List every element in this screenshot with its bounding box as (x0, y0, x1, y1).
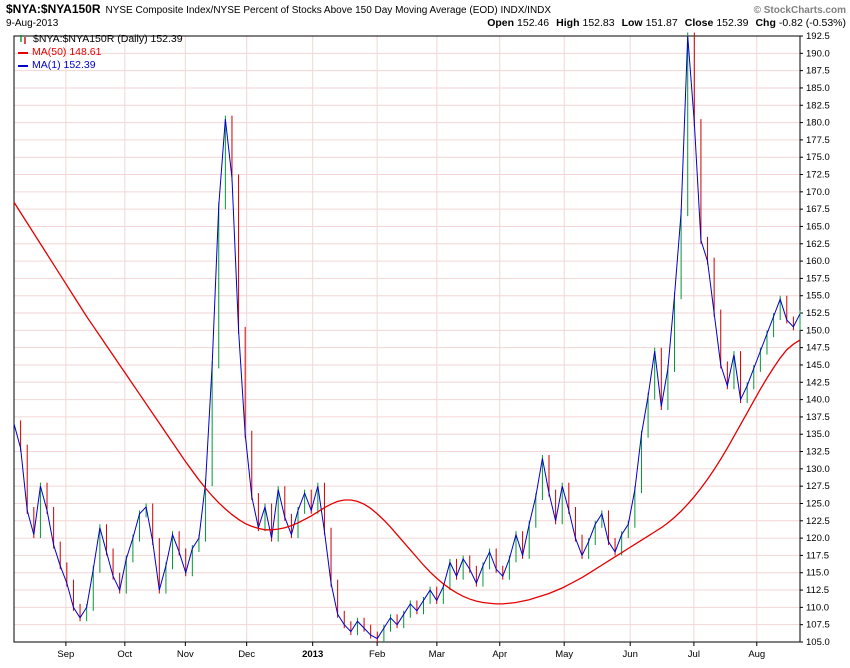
open-value: 152.46 (517, 17, 550, 29)
svg-text:152.5: 152.5 (806, 308, 830, 319)
svg-text:120.0: 120.0 (806, 533, 830, 544)
high-label: High (556, 17, 580, 29)
chart-description: NYSE Composite Index/NYSE Percent of Sto… (105, 5, 552, 16)
svg-text:137.5: 137.5 (806, 412, 830, 423)
chg-value: -0.82 (-0.53%) (778, 17, 846, 29)
svg-text:182.5: 182.5 (806, 100, 830, 111)
svg-text:180.0: 180.0 (806, 118, 830, 129)
svg-text:Oct: Oct (117, 649, 132, 660)
svg-text:187.5: 187.5 (806, 66, 830, 77)
svg-text:150.0: 150.0 (806, 325, 830, 336)
legend-main-series-label: $NYA:$NYA150R (Daily) 152.39 (33, 33, 183, 45)
svg-text:110.0: 110.0 (806, 602, 829, 613)
svg-text:140.0: 140.0 (806, 395, 830, 406)
chart-date: 9-Aug-2013 (6, 18, 59, 29)
close-label: Close (684, 17, 714, 29)
svg-text:160.0: 160.0 (806, 256, 830, 267)
svg-text:107.5: 107.5 (806, 620, 830, 631)
stockcharts-copyright-link[interactable]: © StockCharts.com (753, 5, 846, 16)
svg-text:170.0: 170.0 (806, 187, 830, 198)
svg-text:165.0: 165.0 (806, 221, 830, 232)
legend-ma50-label: MA(50) 148.61 (32, 46, 102, 58)
svg-text:105.0: 105.0 (806, 637, 830, 648)
svg-text:132.5: 132.5 (806, 447, 830, 458)
ma1-line-swatch (18, 64, 28, 67)
svg-text:175.0: 175.0 (806, 152, 830, 163)
svg-text:Dec: Dec (238, 649, 255, 660)
quote-strip: Open 152.46 High 152.83 Low 151.87 Close… (480, 17, 846, 29)
svg-text:Aug: Aug (748, 649, 765, 660)
svg-text:167.5: 167.5 (806, 204, 830, 215)
chart-symbol: $NYA:$NYA150R (6, 2, 101, 16)
svg-text:117.5: 117.5 (806, 550, 829, 561)
svg-text:147.5: 147.5 (806, 343, 830, 354)
chart-area: 105.0 107.5 110.0 112.5 115.0 117.5 120.0 122.5… (0, 30, 850, 668)
svg-text:Apr: Apr (492, 649, 507, 660)
low-value: 151.87 (645, 17, 678, 29)
svg-text:Feb: Feb (369, 649, 385, 660)
svg-text:155.0: 155.0 (806, 291, 830, 302)
legend-ma50: MA(50) 148.61 (18, 46, 183, 59)
open-label: Open (487, 17, 515, 29)
chart-legend: $NYA:$NYA150R (Daily) 152.39 MA(50) 148.… (18, 33, 183, 72)
close-value: 152.39 (716, 17, 749, 29)
svg-text:2013: 2013 (302, 649, 323, 660)
svg-text:177.5: 177.5 (806, 135, 830, 146)
svg-text:190.0: 190.0 (806, 48, 830, 59)
svg-text:Jun: Jun (623, 649, 638, 660)
svg-text:115.0: 115.0 (806, 568, 829, 579)
legend-ma1-label: MA(1) 152.39 (32, 59, 96, 71)
svg-text:192.5: 192.5 (806, 31, 830, 42)
svg-text:185.0: 185.0 (806, 83, 830, 94)
svg-text:122.5: 122.5 (806, 516, 830, 527)
svg-text:Mar: Mar (429, 649, 445, 660)
svg-text:Nov: Nov (177, 649, 194, 660)
svg-text:135.0: 135.0 (806, 429, 830, 440)
svg-text:162.5: 162.5 (806, 239, 830, 250)
svg-text:Jul: Jul (688, 649, 700, 660)
header-title-row: $NYA:$NYA150R NYSE Composite Index/NYSE … (6, 2, 846, 17)
svg-text:145.0: 145.0 (806, 360, 830, 371)
legend-ma1: MA(1) 152.39 (18, 59, 183, 72)
svg-text:172.5: 172.5 (806, 170, 830, 181)
svg-text:157.5: 157.5 (806, 273, 830, 284)
chart-header: $NYA:$NYA150R NYSE Composite Index/NYSE … (0, 0, 850, 30)
header-quote-row: 9-Aug-2013 Open 152.46 High 152.83 Low 1… (6, 17, 846, 30)
low-label: Low (621, 17, 643, 29)
series-style-icon (20, 35, 26, 44)
svg-text:May: May (555, 649, 573, 660)
high-value: 152.83 (582, 17, 615, 29)
svg-text:130.0: 130.0 (806, 464, 830, 475)
svg-text:Sep: Sep (57, 649, 74, 660)
price-chart-canvas: 105.0 107.5 110.0 112.5 115.0 117.5 120.0 122.5… (13, 31, 830, 660)
svg-text:125.0: 125.0 (806, 498, 830, 509)
svg-text:127.5: 127.5 (806, 481, 830, 492)
legend-main-series: $NYA:$NYA150R (Daily) 152.39 (18, 33, 183, 46)
chg-label: Chg (755, 17, 776, 29)
svg-text:112.5: 112.5 (806, 585, 829, 596)
ma50-line-swatch (18, 51, 28, 54)
svg-text:142.5: 142.5 (806, 377, 830, 388)
